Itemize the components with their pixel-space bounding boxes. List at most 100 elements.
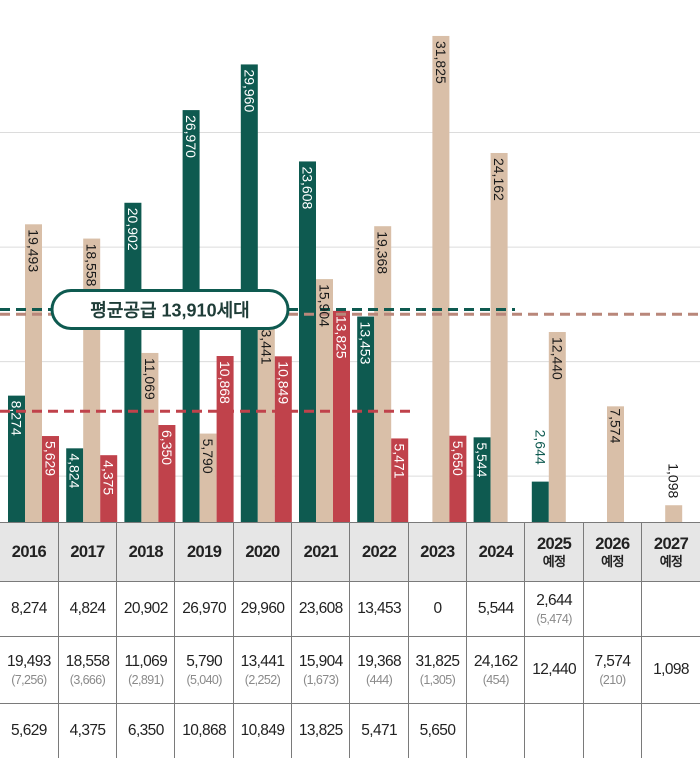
bar-label: 4,375 xyxy=(101,460,117,495)
cell-value: 2024 xyxy=(479,543,513,561)
cell-subvalue: (3,666) xyxy=(59,673,116,687)
table-cell: 29,960 xyxy=(233,582,291,637)
bar-label: 7,574 xyxy=(608,408,624,443)
cell-value: 6,350 xyxy=(128,722,164,739)
cell-value: 5,650 xyxy=(420,722,456,739)
table-cell xyxy=(642,704,700,758)
cell-value: 12,440 xyxy=(532,661,576,678)
bar-label: 5,650 xyxy=(450,441,466,476)
bar-label: 2,644 xyxy=(532,430,548,465)
cell-value: 2022 xyxy=(362,543,396,561)
table-cell: 8,274 xyxy=(0,582,58,637)
cell-value: 23,608 xyxy=(299,600,343,617)
cell-subvalue: (454) xyxy=(467,673,524,687)
bar-label: 29,960 xyxy=(241,69,257,112)
cell-value: 7,574 xyxy=(595,653,631,670)
cell-value: 15,904 xyxy=(299,653,343,670)
bar-label: 23,608 xyxy=(300,166,316,209)
bar-series-green xyxy=(532,482,549,522)
year-header-cell: 2025 예정 xyxy=(525,523,583,582)
cell-subvalue: (444) xyxy=(350,673,407,687)
cell-value: 2021 xyxy=(304,543,338,561)
bar-label: 24,162 xyxy=(491,158,507,201)
cell-value: 11,069 xyxy=(124,653,167,670)
table-cell: 18,558(3,666) xyxy=(58,637,116,704)
cell-subvalue: 예정 xyxy=(584,555,641,570)
cell-value: 2027 xyxy=(654,535,688,553)
bar-label: 10,849 xyxy=(275,361,291,404)
table-cell: 20,902 xyxy=(117,582,175,637)
table-cell: 31,825(1,305) xyxy=(408,637,466,704)
bar-label: 19,368 xyxy=(375,231,391,274)
table-cell xyxy=(642,582,700,637)
year-header-cell: 2021 xyxy=(292,523,350,582)
year-header-cell: 2017 xyxy=(58,523,116,582)
cell-value: 13,453 xyxy=(357,600,401,617)
table-cell: 11,069(2,891) xyxy=(117,637,175,704)
table-cell: 2,644(5,474) xyxy=(525,582,583,637)
cell-value: 2018 xyxy=(129,543,163,561)
data-table: 2016 2017 2018 2019 2020 2021 2022 2023 2024 2025… xyxy=(0,522,700,758)
bar-label: 13,453 xyxy=(358,322,374,365)
cell-value: 2025 xyxy=(537,535,571,553)
table-cell xyxy=(467,704,525,758)
bar-label: 8,274 xyxy=(9,401,25,436)
bar-label: 15,904 xyxy=(317,284,333,327)
table-cell: 5,544 xyxy=(467,582,525,637)
cell-value: 2019 xyxy=(187,543,221,561)
bar-label: 1,098 xyxy=(666,463,682,498)
cell-value: 19,368 xyxy=(357,653,401,670)
bar-label: 5,629 xyxy=(43,441,59,476)
bar-label: 26,970 xyxy=(183,115,199,158)
bar-series-beige xyxy=(432,36,449,522)
bar-label: 18,558 xyxy=(84,244,100,287)
cell-value: 2017 xyxy=(70,543,104,561)
table-cell: 5,471 xyxy=(350,704,408,758)
table-cell: 13,453 xyxy=(350,582,408,637)
table-cell: 24,162 (454) xyxy=(467,637,525,704)
table-cell: 15,904 (1,673) xyxy=(292,637,350,704)
year-header-cell: 2016 xyxy=(0,523,58,582)
cell-value: 20,902 xyxy=(124,600,168,617)
bar-label: 12,440 xyxy=(549,337,565,380)
cell-value: 0 xyxy=(433,600,441,617)
cell-value: 2016 xyxy=(12,543,46,561)
cell-subvalue: 예정 xyxy=(525,555,582,570)
year-header-cell: 2026 예정 xyxy=(583,523,641,582)
year-header-row: 2016 2017 2018 2019 2020 2021 2022 2023 2024 2025… xyxy=(0,523,700,582)
bar-label: 5,544 xyxy=(474,442,490,477)
cell-value: 26,970 xyxy=(182,600,226,617)
cell-value: 2026 xyxy=(595,535,629,553)
cell-value: 24,162 xyxy=(474,653,518,670)
year-header-cell: 2019 xyxy=(175,523,233,582)
table-cell: 13,441(2,252) xyxy=(233,637,291,704)
table-cell: 23,608 xyxy=(292,582,350,637)
cell-value: 2,644 xyxy=(536,592,572,609)
bar-label: 10,868 xyxy=(217,361,233,404)
table-cell: 7,574(210) xyxy=(583,637,641,704)
bar-series-beige xyxy=(491,153,508,522)
bar-series-green xyxy=(124,203,141,522)
cell-value: 10,868 xyxy=(182,722,226,739)
year-header-cell: 2023 xyxy=(408,523,466,582)
year-header-cell: 2022 xyxy=(350,523,408,582)
cell-subvalue: (2,252) xyxy=(234,673,291,687)
year-header-cell: 2020 xyxy=(233,523,291,582)
cell-subvalue: (7,256) xyxy=(0,673,58,687)
average-callout-text: 평균공급 13,910세대 xyxy=(90,301,249,321)
cell-value: 29,960 xyxy=(241,600,285,617)
cell-value: 2020 xyxy=(245,543,279,561)
bar-label: 5,790 xyxy=(200,439,216,474)
cell-subvalue: (1,673) xyxy=(292,673,349,687)
table-cell: 5,650 xyxy=(408,704,466,758)
bar-label: 19,493 xyxy=(26,229,42,272)
year-header-cell: 2024 xyxy=(467,523,525,582)
table-cell: 12,440 xyxy=(525,637,583,704)
cell-value: 31,825 xyxy=(416,653,460,670)
bar-label: 20,902 xyxy=(125,208,141,251)
table-cell: 10,849 xyxy=(233,704,291,758)
table-cell: 19,493(7,256) xyxy=(0,637,58,704)
table-cell: 6,350 xyxy=(117,704,175,758)
